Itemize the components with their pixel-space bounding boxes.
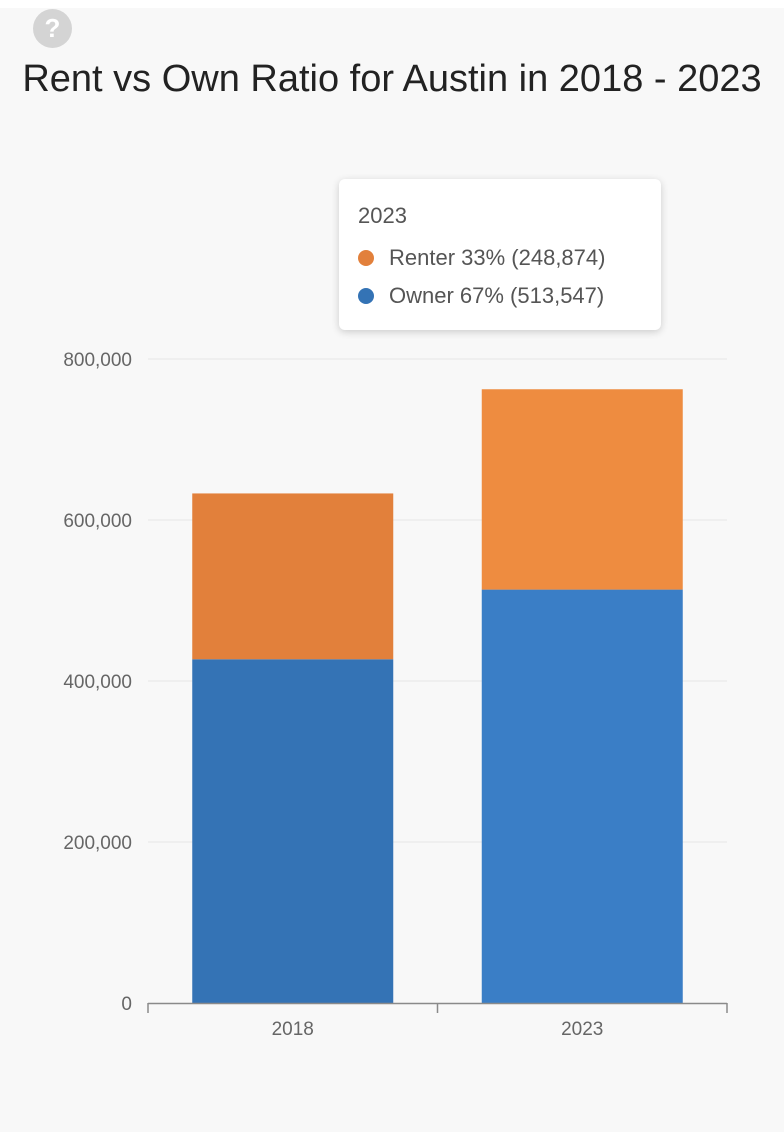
bar-renter-2018	[192, 493, 394, 660]
help-glyph: ?	[44, 13, 61, 43]
tooltip-owner-text: Owner 67% (513,547)	[389, 283, 605, 308]
tooltip-title: 2023	[358, 203, 407, 228]
bar-owner-2018	[192, 659, 394, 1003]
chart-tooltip: 2023 Renter 33% (248,874) Owner 67% (513…	[339, 179, 661, 330]
bar-renter-2023	[481, 389, 683, 590]
tooltip-renter-text: Renter 33% (248,874)	[389, 245, 606, 270]
y-tick-label: 400,000	[63, 672, 132, 693]
y-tick-label: 800,000	[63, 350, 132, 371]
x-tick-label: 2018	[272, 1019, 314, 1040]
x-tick-label: 2023	[561, 1019, 603, 1040]
tooltip-row-owner: Owner 67% (513,547)	[358, 277, 661, 315]
y-tick-label: 200,000	[63, 833, 132, 854]
chart-title: Rent vs Own Ratio for Austin in 2018 - 2…	[22, 58, 762, 100]
y-tick-label: 0	[121, 994, 132, 1015]
bar-owner-2023	[481, 589, 683, 1003]
y-tick-label: 600,000	[63, 511, 132, 532]
question-circle-icon[interactable]: ?	[33, 9, 72, 48]
tooltip-row-renter: Renter 33% (248,874)	[358, 239, 661, 277]
tooltip-owner-dot	[358, 288, 374, 304]
tooltip-renter-dot	[358, 250, 374, 266]
